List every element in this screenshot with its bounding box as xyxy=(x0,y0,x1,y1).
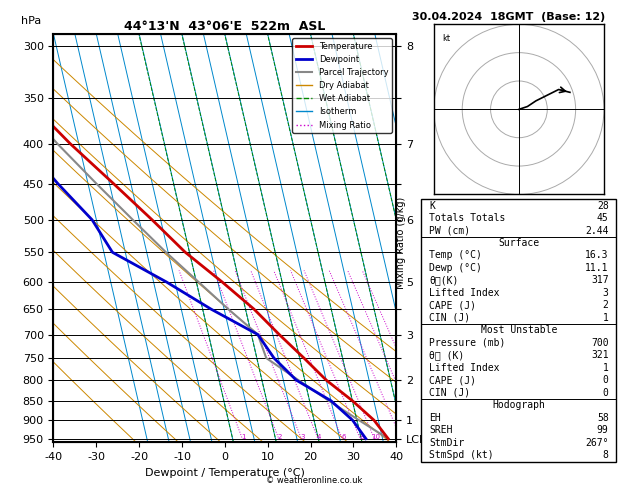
Text: StmDir: StmDir xyxy=(429,438,464,448)
Y-axis label: km
ASL: km ASL xyxy=(432,238,454,260)
Text: Temp (°C): Temp (°C) xyxy=(429,250,482,260)
Text: Totals Totals: Totals Totals xyxy=(429,213,506,223)
Text: EH: EH xyxy=(429,413,441,423)
Text: 2: 2 xyxy=(603,300,609,311)
Text: 99: 99 xyxy=(597,425,609,435)
Text: 6: 6 xyxy=(342,434,346,440)
Y-axis label: hPa: hPa xyxy=(21,16,42,26)
Text: 3: 3 xyxy=(603,288,609,298)
Text: Hodograph: Hodograph xyxy=(493,400,545,411)
Text: CAPE (J): CAPE (J) xyxy=(429,376,476,385)
Legend: Temperature, Dewpoint, Parcel Trajectory, Dry Adiabat, Wet Adiabat, Isotherm, Mi: Temperature, Dewpoint, Parcel Trajectory… xyxy=(292,38,392,133)
Text: 58: 58 xyxy=(597,413,609,423)
Text: SREH: SREH xyxy=(429,425,453,435)
Text: Pressure (mb): Pressure (mb) xyxy=(429,338,506,348)
Text: θᴇ (K): θᴇ (K) xyxy=(429,350,464,361)
Text: © weatheronline.co.uk: © weatheronline.co.uk xyxy=(266,476,363,485)
Text: Most Unstable: Most Unstable xyxy=(481,326,557,335)
Text: K: K xyxy=(429,201,435,210)
Text: 1: 1 xyxy=(603,363,609,373)
Text: Mixing Ratio (g/kg): Mixing Ratio (g/kg) xyxy=(396,197,406,289)
Text: 10: 10 xyxy=(371,434,381,440)
Text: Surface: Surface xyxy=(498,238,540,248)
Text: 3: 3 xyxy=(301,434,305,440)
Text: 0: 0 xyxy=(603,376,609,385)
Text: CAPE (J): CAPE (J) xyxy=(429,300,476,311)
Text: 317: 317 xyxy=(591,276,609,285)
Text: 16.3: 16.3 xyxy=(585,250,609,260)
Text: 8: 8 xyxy=(359,434,364,440)
Text: 700: 700 xyxy=(591,338,609,348)
Text: Lifted Index: Lifted Index xyxy=(429,288,499,298)
Text: CIN (J): CIN (J) xyxy=(429,388,470,398)
Text: 11.1: 11.1 xyxy=(585,263,609,273)
Text: CIN (J): CIN (J) xyxy=(429,313,470,323)
Text: 8: 8 xyxy=(603,451,609,460)
Text: 28: 28 xyxy=(597,201,609,210)
Text: 2.44: 2.44 xyxy=(585,226,609,236)
Text: 1: 1 xyxy=(242,434,246,440)
Text: 321: 321 xyxy=(591,350,609,361)
Text: 0: 0 xyxy=(603,388,609,398)
Text: 2: 2 xyxy=(278,434,282,440)
Text: 45: 45 xyxy=(597,213,609,223)
Text: StmSpd (kt): StmSpd (kt) xyxy=(429,451,494,460)
Text: Dewp (°C): Dewp (°C) xyxy=(429,263,482,273)
Text: 1: 1 xyxy=(603,313,609,323)
Text: kt: kt xyxy=(442,35,450,43)
Title: 44°13'N  43°06'E  522m  ASL: 44°13'N 43°06'E 522m ASL xyxy=(124,20,326,33)
Text: 30.04.2024  18GMT  (Base: 12): 30.04.2024 18GMT (Base: 12) xyxy=(412,12,605,22)
Text: PW (cm): PW (cm) xyxy=(429,226,470,236)
Text: 267°: 267° xyxy=(585,438,609,448)
Text: Lifted Index: Lifted Index xyxy=(429,363,499,373)
Text: θᴇ(K): θᴇ(K) xyxy=(429,276,459,285)
Text: 4: 4 xyxy=(317,434,321,440)
X-axis label: Dewpoint / Temperature (°C): Dewpoint / Temperature (°C) xyxy=(145,468,305,478)
